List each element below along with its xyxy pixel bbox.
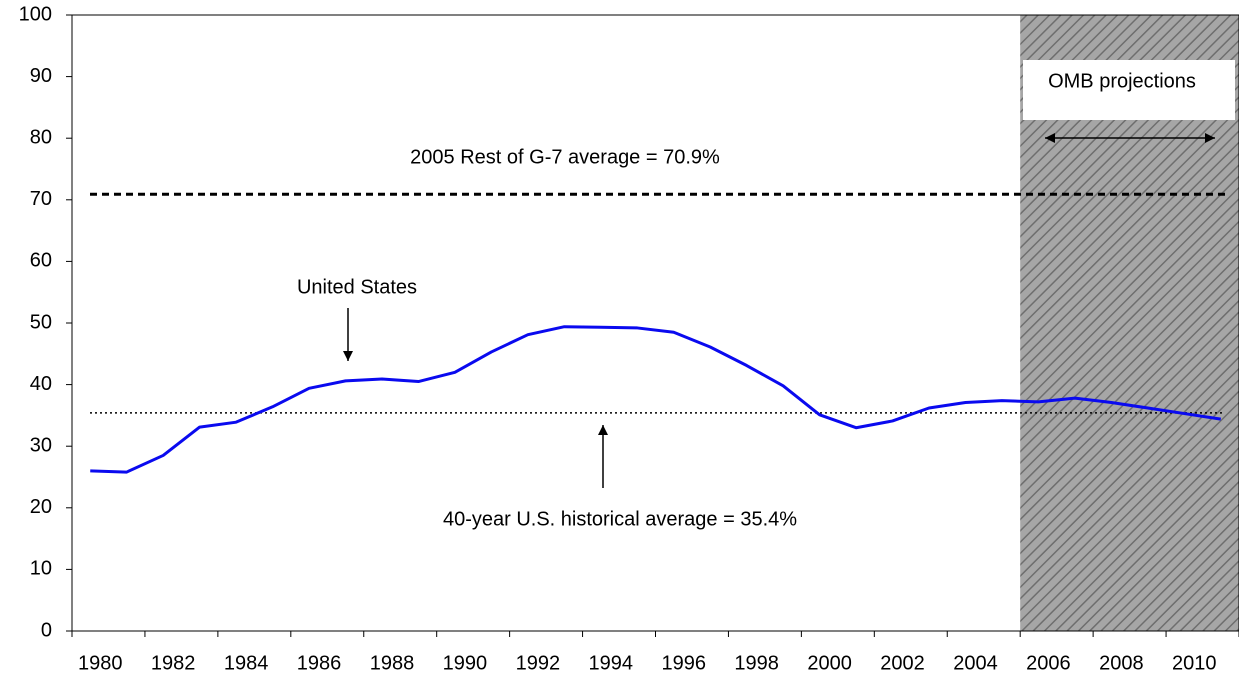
x-tick-label: 1980 (78, 652, 123, 674)
x-tick-label: 2008 (1099, 652, 1144, 674)
x-tick-label: 2002 (880, 652, 925, 674)
annotation: 40-year U.S. historical average = 35.4% (443, 508, 797, 530)
annotation-box (1023, 60, 1235, 120)
x-tick-label: 1988 (370, 652, 415, 674)
annotation-arrow-head (1205, 133, 1215, 143)
annotation: 2005 Rest of G-7 average = 70.9% (410, 146, 720, 168)
annotation-arrow-head (343, 351, 353, 361)
x-tick-label: 1992 (516, 652, 561, 674)
y-tick-label: 30 (30, 434, 52, 456)
y-tick-label: 0 (41, 619, 52, 641)
y-tick-label: 20 (30, 496, 52, 518)
x-tick-label: 2006 (1026, 652, 1071, 674)
annotation-arrow-head (1045, 133, 1055, 143)
x-tick-label: 1986 (297, 652, 342, 674)
x-tick-label: 1984 (224, 652, 269, 674)
x-tick-label: 2010 (1172, 652, 1217, 674)
annotation: OMB projections (1048, 70, 1196, 92)
x-tick-label: 1990 (443, 652, 488, 674)
y-tick-label: 50 (30, 311, 52, 333)
y-tick-label: 90 (30, 65, 52, 87)
x-tick-label: 1994 (589, 652, 634, 674)
y-tick-label: 80 (30, 126, 52, 148)
x-tick-label: 1998 (734, 652, 779, 674)
y-tick-label: 100 (19, 3, 52, 25)
series-line (90, 325, 1221, 474)
x-tick-label: 2000 (807, 652, 852, 674)
y-tick-label: 10 (30, 558, 52, 580)
x-tick-label: 1996 (661, 652, 706, 674)
annotation: United States (297, 276, 417, 298)
x-tick-label: 2004 (953, 652, 998, 674)
annotation-arrow-head (598, 425, 608, 435)
y-tick-label: 60 (30, 250, 52, 272)
y-tick-label: 40 (30, 373, 52, 395)
x-tick-label: 1982 (151, 652, 196, 674)
y-tick-label: 70 (30, 188, 52, 210)
